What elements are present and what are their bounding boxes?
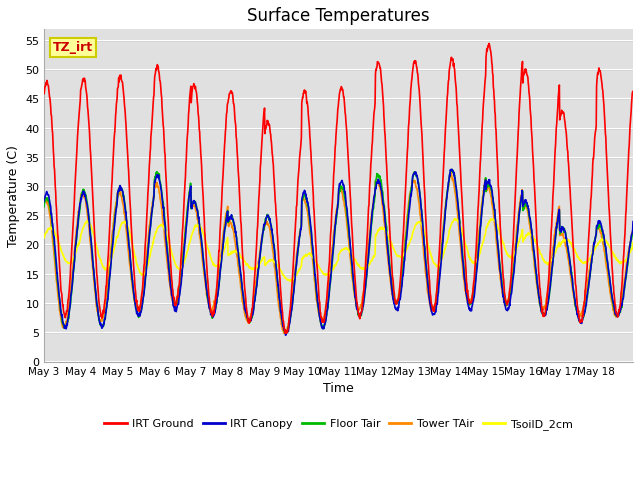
- Legend: IRT Ground, IRT Canopy, Floor Tair, Tower TAir, TsoilD_2cm: IRT Ground, IRT Canopy, Floor Tair, Towe…: [100, 415, 577, 434]
- X-axis label: Time: Time: [323, 382, 354, 395]
- Text: TZ_irt: TZ_irt: [52, 41, 93, 54]
- Title: Surface Temperatures: Surface Temperatures: [247, 7, 429, 25]
- Y-axis label: Temperature (C): Temperature (C): [7, 145, 20, 247]
